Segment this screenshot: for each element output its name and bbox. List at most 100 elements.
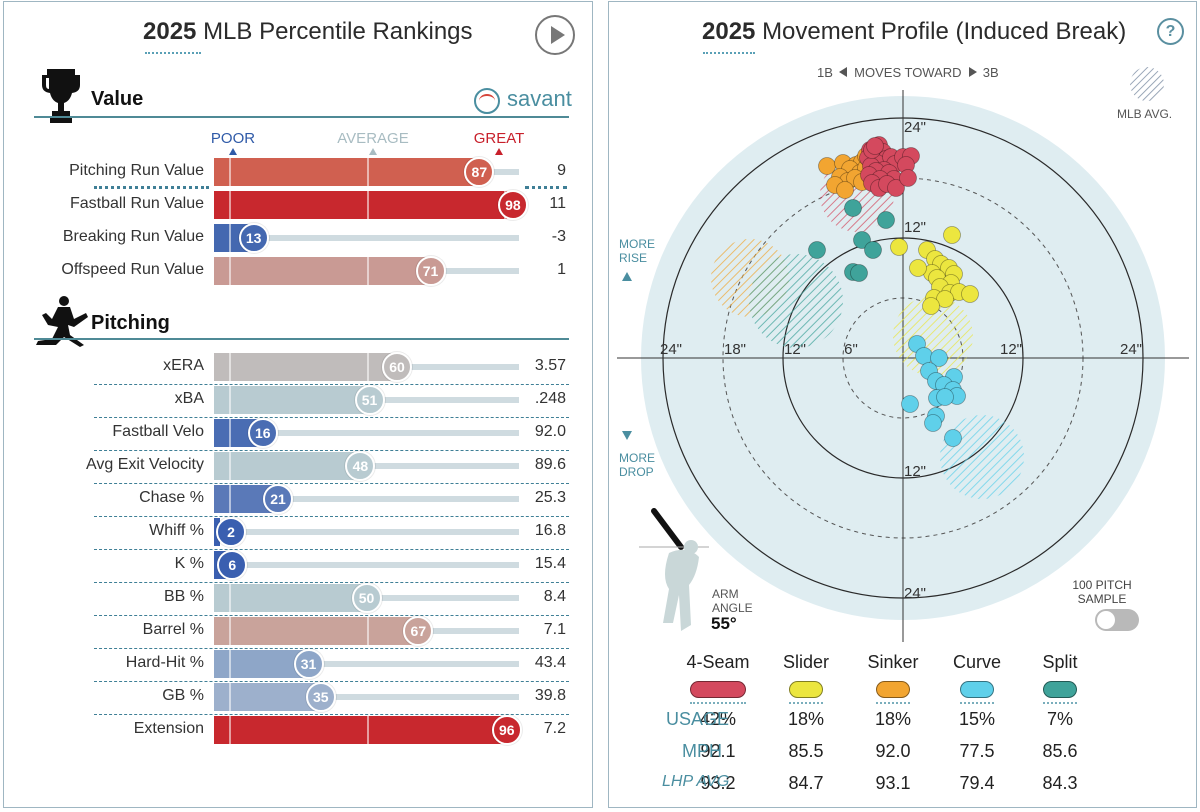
great-marker-icon <box>495 148 503 155</box>
percentile-badge-pitching-run-value: 87 <box>464 157 495 187</box>
legend-swatch-curve[interactable] <box>960 681 994 698</box>
metric-label-avg-exit-velocity: Avg Exit Velocity <box>86 456 204 473</box>
mlb-avg-split <box>749 254 843 348</box>
pitch-point-curve[interactable] <box>924 414 942 432</box>
percentile-bar-avg-exit-velocity[interactable] <box>214 452 361 480</box>
pitch-point-curve[interactable] <box>944 429 962 447</box>
percentile-bar-fastball-run-value[interactable] <box>214 191 513 219</box>
movement-chart: 24"12"12"24"24" 18" 12" 6" 12" 24" <box>617 90 1189 642</box>
percentile-badge-xera: 60 <box>382 352 412 382</box>
row-separator <box>94 483 569 484</box>
usage-split: 7% <box>1046 709 1073 729</box>
metric-value-extension: 7.2 <box>543 720 566 737</box>
sample-toggle[interactable] <box>1095 609 1139 631</box>
pitch-point-slider[interactable] <box>943 226 961 244</box>
legend-curve[interactable]: Curve <box>952 652 1001 672</box>
mlb-avg-label: MLB AVG. <box>1117 107 1173 121</box>
savant-brand[interactable]: savant <box>507 86 572 111</box>
legend-underline <box>876 702 910 704</box>
percentile-bar-barrel[interactable] <box>214 617 419 645</box>
percentile-bar-xba[interactable] <box>214 386 370 414</box>
percentile-badge-whiff: 2 <box>216 517 246 547</box>
metric-label-gb: GB % <box>162 687 204 704</box>
percentile-bar-bb[interactable] <box>214 584 367 612</box>
scale-gridline <box>229 617 232 645</box>
pitch-point-slider[interactable] <box>961 285 979 303</box>
percentile-badge-fastball-run-value: 98 <box>497 190 528 220</box>
percentile-bar-xera[interactable] <box>214 353 397 381</box>
legend-sinker[interactable]: Sinker <box>867 652 919 672</box>
pitcher-icon <box>36 296 88 347</box>
legend-underline <box>960 702 994 704</box>
percentile-bar-extension[interactable] <box>214 716 507 744</box>
poor-marker-icon <box>229 148 237 155</box>
metric-value-xba: .248 <box>534 390 566 407</box>
scale-gridline <box>229 683 232 711</box>
mph-4-seam: 92.1 <box>700 741 736 761</box>
legend-4-seam[interactable]: 4-Seam <box>686 652 750 672</box>
pitch-point-split[interactable] <box>877 211 895 229</box>
pitch-point-sinker[interactable] <box>836 181 854 199</box>
pitch-point-slider[interactable] <box>909 259 927 277</box>
pitch-point-curve[interactable] <box>901 395 919 413</box>
ring-label-bottom24: 24" <box>904 585 926 602</box>
metric-label-xera: xERA <box>163 357 204 374</box>
metric-label-offspeed-run-value: Offspeed Run Value <box>61 261 204 278</box>
scale-gridline <box>229 716 232 744</box>
percentile-track <box>214 661 519 667</box>
row-separator <box>94 417 569 418</box>
percentile-bar-offspeed-run-value[interactable] <box>214 257 431 285</box>
percentile-badge-fastball-velo: 16 <box>247 418 278 448</box>
ring-label-left24: 24" <box>660 341 682 358</box>
pitch-point-slider[interactable] <box>922 297 940 315</box>
pitch-point-split[interactable] <box>864 241 882 259</box>
help-button[interactable]: ? <box>1157 18 1184 45</box>
mph-row-label: MPH <box>682 741 722 761</box>
percentile-bar-gb[interactable] <box>214 683 321 711</box>
scale-gridline <box>366 257 369 285</box>
pitch-point-slider[interactable] <box>890 238 908 256</box>
pitch-point-split[interactable] <box>808 241 826 259</box>
pitch-point-4-seam[interactable] <box>899 169 917 187</box>
legend-swatch-4-seam[interactable] <box>690 681 746 698</box>
pitch-point-curve[interactable] <box>915 347 933 365</box>
left-arrow-icon <box>838 67 847 77</box>
more-rise-label: MORE RISE <box>619 237 655 265</box>
pitch-point-split[interactable] <box>850 264 868 282</box>
percentile-badge-bb: 50 <box>351 583 382 613</box>
legend-swatch-split[interactable] <box>1043 681 1077 698</box>
pitch-point-split[interactable] <box>844 199 862 217</box>
direction-label: MOVES TOWARD <box>854 65 962 80</box>
ring-label-right12: 12" <box>1000 341 1022 358</box>
row-separator <box>94 582 569 583</box>
metric-value-barrel: 7.1 <box>543 621 566 638</box>
scale-gridline <box>366 353 369 381</box>
percentile-track <box>214 430 519 436</box>
pitch-point-curve[interactable] <box>936 388 954 406</box>
scale-gridline <box>229 191 232 219</box>
pitch-point-4-seam[interactable] <box>887 179 905 197</box>
percentile-bar-pitching-run-value[interactable] <box>214 158 480 186</box>
legend-slider[interactable]: Slider <box>782 652 830 672</box>
pitch-point-split[interactable] <box>853 231 871 249</box>
movement-title-underline <box>703 52 755 54</box>
metric-value-offspeed-run-value: 1 <box>557 261 566 278</box>
row-separator <box>94 549 569 550</box>
pitch-point-slider[interactable] <box>936 290 954 308</box>
metric-label-fastball-velo: Fastball Velo <box>112 423 204 440</box>
percentile-track <box>214 694 519 700</box>
movement-panel: 2025 Movement Profile (Induced Break) ? … <box>608 1 1197 808</box>
legend-swatch-sinker[interactable] <box>876 681 910 698</box>
metric-label-chase: Chase % <box>139 489 204 506</box>
percentile-badge-avg-exit-velocity: 48 <box>345 451 376 481</box>
legend-split[interactable]: Split <box>1042 652 1078 672</box>
metric-value-k: 15.4 <box>534 555 566 572</box>
metric-value-fastball-velo: 92.0 <box>534 423 566 440</box>
scale-gridline <box>229 452 232 480</box>
pitch-point-curve[interactable] <box>930 349 948 367</box>
play-button[interactable] <box>535 15 575 55</box>
rise-arrow-icon <box>622 272 632 281</box>
pitch-point-4-seam[interactable] <box>866 137 884 155</box>
metric-label-hard-hit: Hard-Hit % <box>125 654 204 671</box>
legend-swatch-slider[interactable] <box>789 681 823 698</box>
